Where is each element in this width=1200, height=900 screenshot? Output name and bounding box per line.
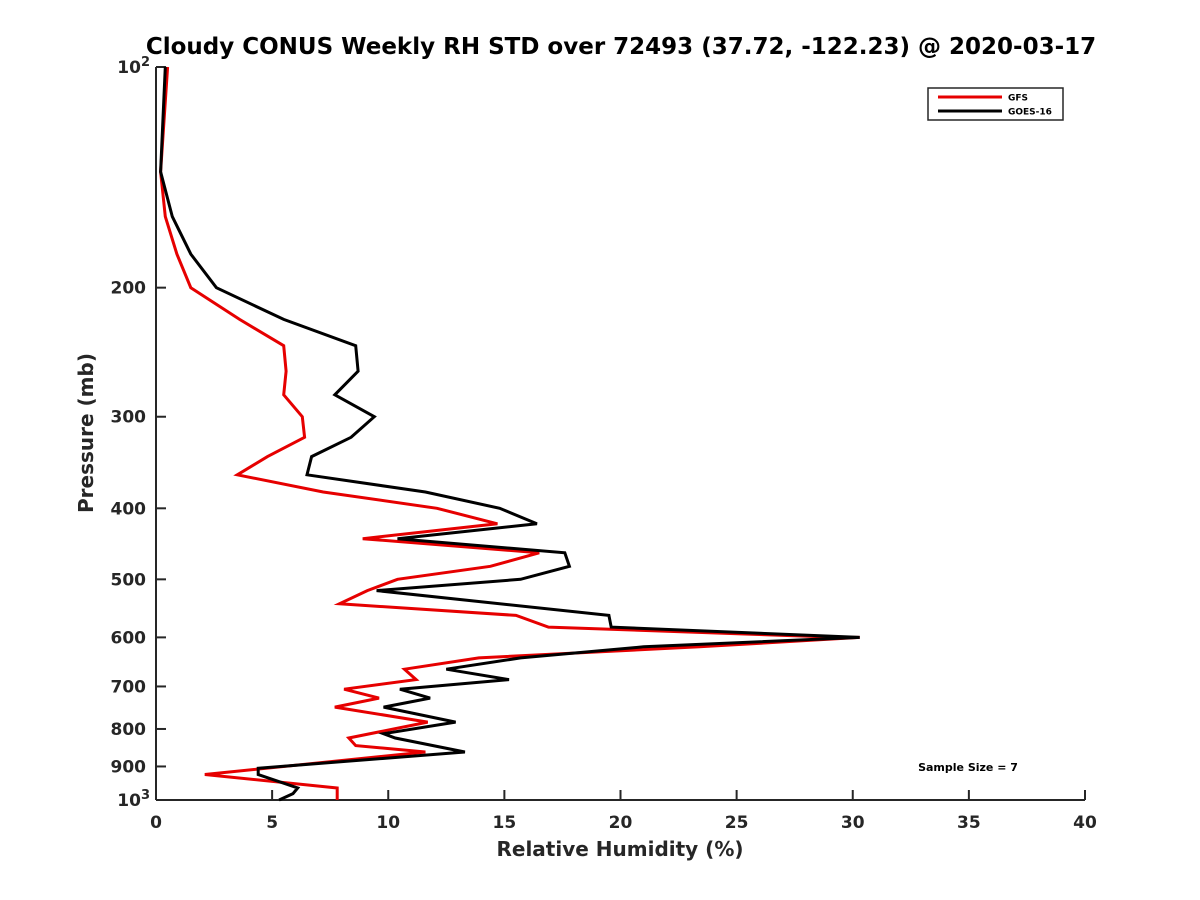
y-tick-label: 400: [111, 499, 147, 519]
y-tick-exponent: 2: [141, 55, 150, 70]
axes: [155, 67, 1085, 801]
y-tick-label: 800: [111, 720, 147, 740]
y-tick-label: 700: [111, 677, 147, 697]
chart-title: Cloudy CONUS Weekly RH STD over 72493 (3…: [146, 34, 1096, 60]
y-tick-label: 900: [111, 757, 147, 777]
x-tick-label: 10: [376, 813, 400, 833]
y-axis-label: Pressure (mb): [74, 353, 98, 513]
x-tick-label: 40: [1073, 813, 1097, 833]
x-tick-label: 15: [493, 813, 517, 833]
y-tick-label: 500: [111, 570, 147, 590]
y-tick-label: 102: [117, 55, 150, 78]
y-tick-base: 10: [117, 58, 141, 78]
y-tick-base: 10: [117, 791, 141, 811]
sample-size-annotation: Sample Size = 7: [918, 761, 1018, 774]
x-ticks: 0 5 10 15 20 25 30 35 40: [150, 790, 1097, 833]
legend-label: GFS: [1008, 94, 1028, 104]
legend-label: GOES-16: [1008, 108, 1052, 118]
y-tick-label: 300: [111, 408, 147, 428]
x-tick-label: 5: [266, 813, 278, 833]
series-line-gfs: [159, 66, 860, 800]
y-tick-label: 200: [111, 279, 147, 299]
y-tick-label: 600: [111, 628, 147, 648]
legend: GFS GOES-16: [927, 87, 1064, 121]
series-line-goes-16: [159, 66, 860, 802]
legend-box: [927, 87, 1064, 121]
series-lines: [159, 66, 860, 802]
y-tick-label: 103: [117, 788, 150, 811]
x-tick-label: 25: [725, 813, 749, 833]
x-axis-label: Relative Humidity (%): [496, 837, 743, 861]
x-tick-label: 20: [609, 813, 633, 833]
x-tick-label: 30: [841, 813, 865, 833]
x-tick-label: 0: [150, 813, 162, 833]
x-tick-label: 35: [957, 813, 981, 833]
y-tick-exponent: 3: [141, 788, 150, 803]
